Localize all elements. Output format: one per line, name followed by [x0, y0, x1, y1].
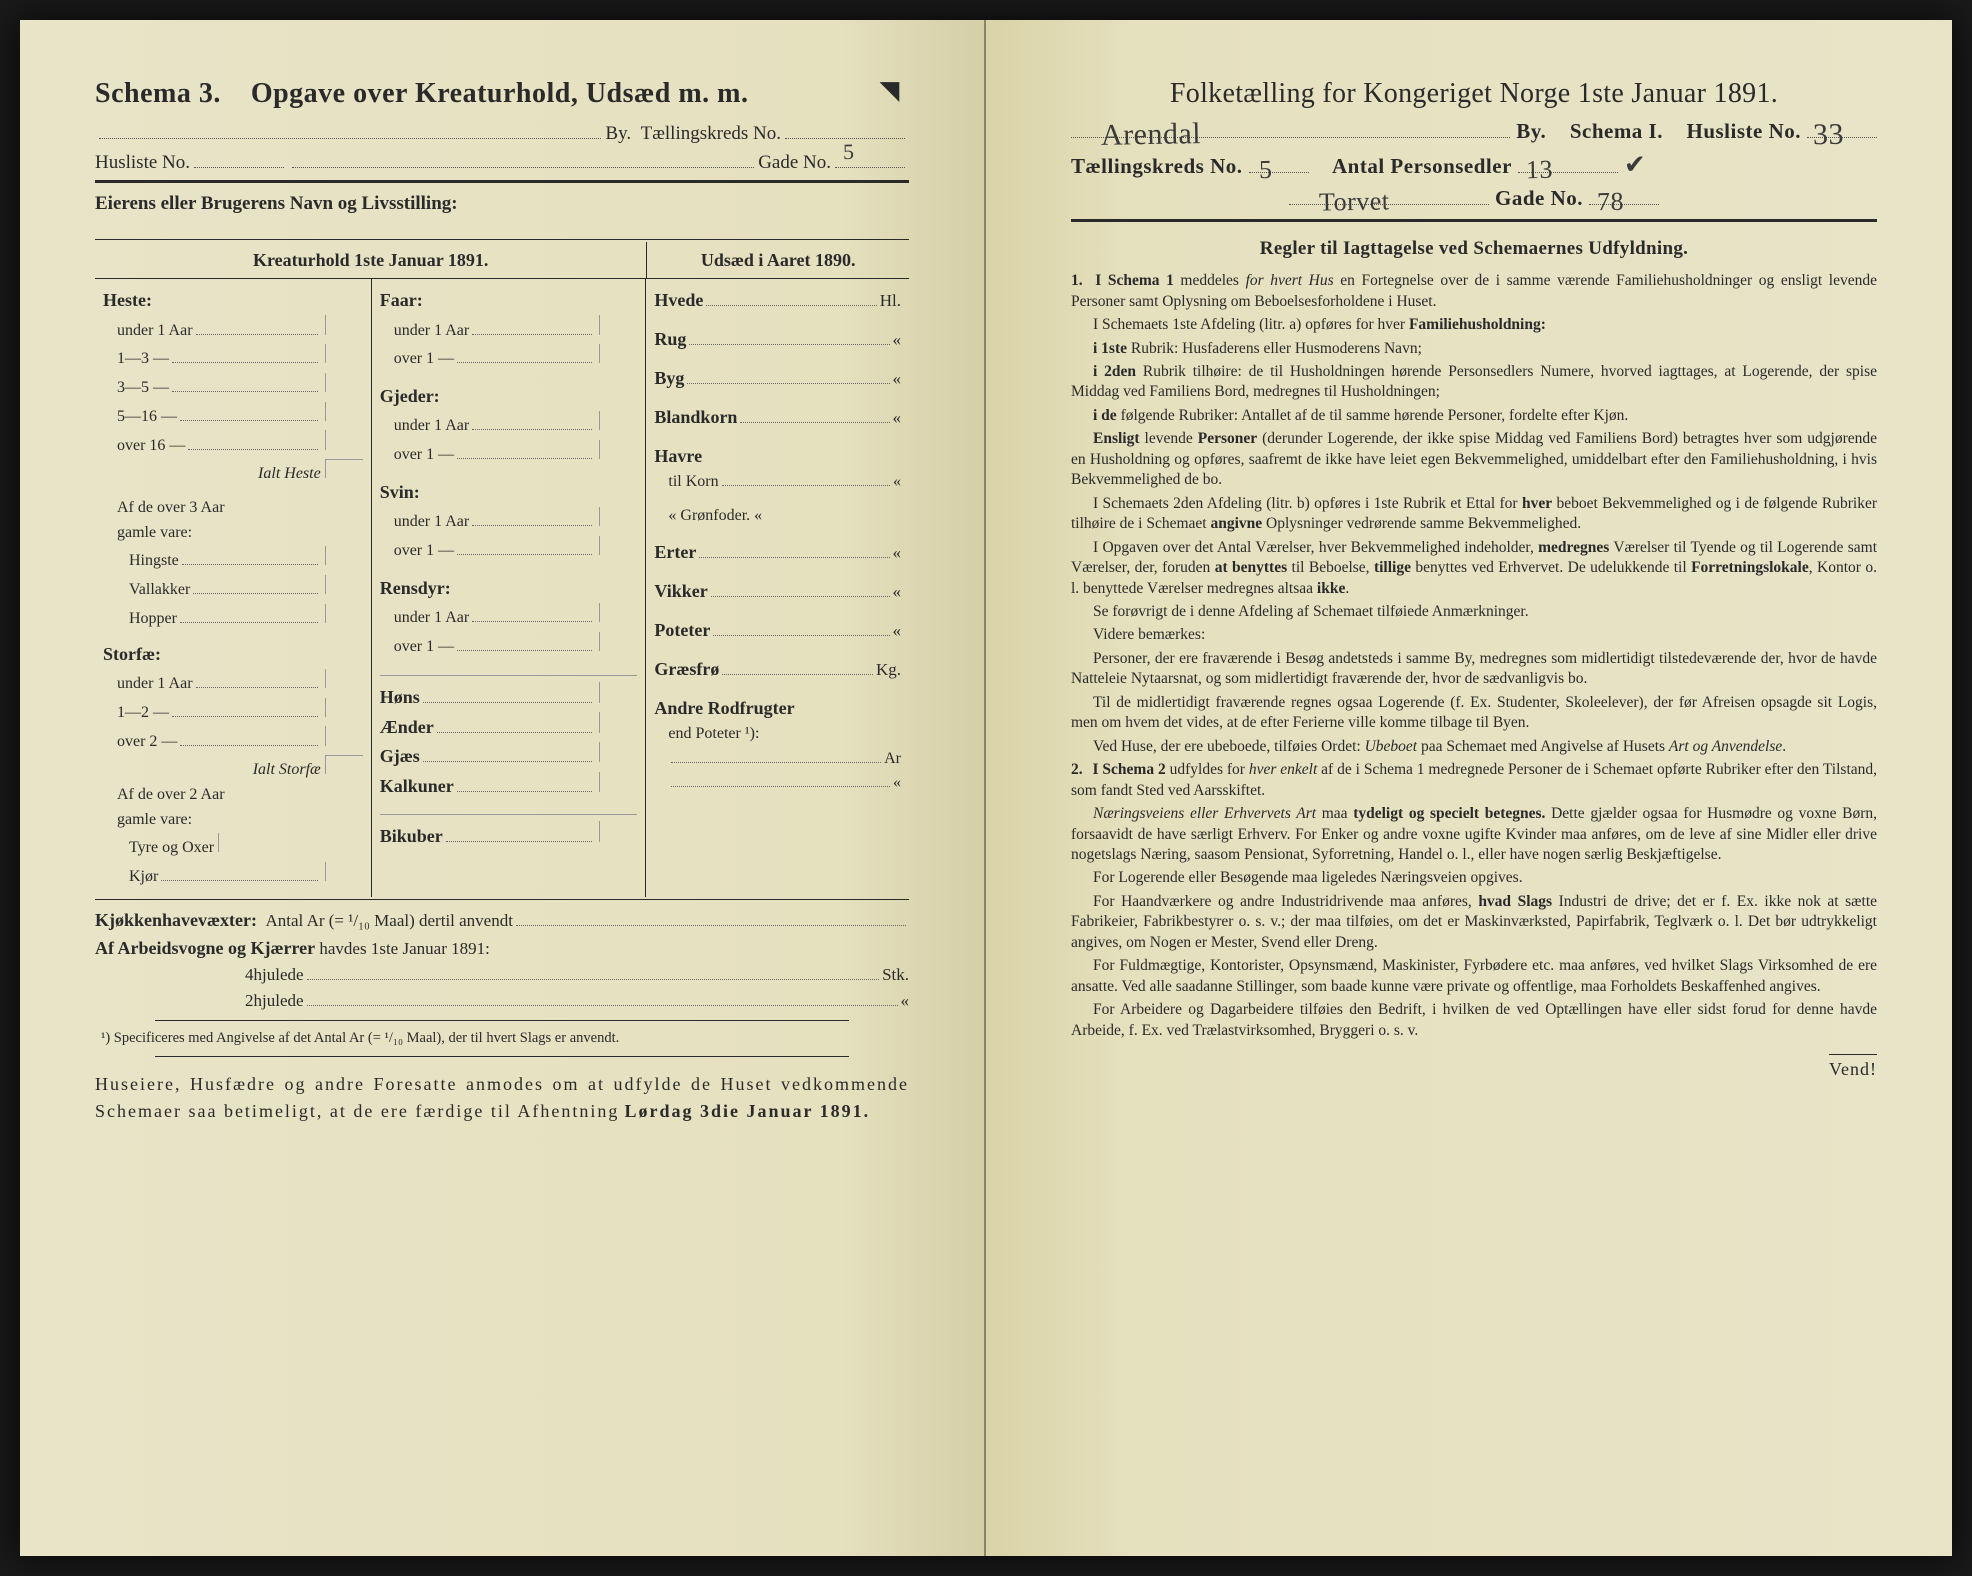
rule-paragraph: Næringsveiens eller Erhvervets Art maa t… [1071, 804, 1877, 865]
rule-paragraph: Ensligt levende Personer (derunder Loger… [1071, 429, 1877, 490]
tk-handwritten: 5 [1258, 152, 1272, 187]
corner-mark: ◥ [881, 75, 899, 107]
rule-paragraph: Ved Huse, der ere ubeboede, tilføies Ord… [1071, 737, 1877, 757]
rule-paragraph: I Schemaets 2den Afdeling (litr. b) opfø… [1071, 494, 1877, 535]
antal-handwritten: 13 [1526, 152, 1554, 188]
census-form-spread: ◥ Schema 3. Opgave over Kreaturhold, Uds… [20, 20, 1952, 1556]
rule-paragraph: i de følgende Rubriker: Antallet af de t… [1071, 406, 1877, 426]
rule-paragraph: Se forøvrigt de i denne Afdeling af Sche… [1071, 602, 1877, 622]
rule-paragraph: Videre bemærkes: [1071, 625, 1877, 645]
rule-paragraph: i 1ste Rubrik: Husfaderens eller Husmode… [1071, 339, 1877, 359]
col-b: Faar: under 1 Aar over 1 — Gjeder: under… [371, 279, 647, 897]
heste-label: Heste: [103, 288, 363, 312]
rules-heading: Regler til Iagttagelse ved Schemaernes U… [1071, 236, 1877, 262]
col-head-kreaturhold: Kreaturhold 1ste Januar 1891. [95, 242, 646, 279]
husliste-line: Husliste No. Gade No. 5 [95, 150, 909, 176]
footnote: ¹) Specificeres med Angivelse af det Ant… [95, 1029, 909, 1047]
left-title-text: Opgave over Kreaturhold, Udsæd m. m. [251, 78, 749, 109]
col-a: Heste: under 1 Aar 1—3 — 3—5 — 5—16 — ov… [95, 279, 371, 897]
checkmark-icon: ✔ [1624, 147, 1647, 182]
vend-label: Vend! [1829, 1054, 1877, 1081]
gadeno-handwritten: 78 [1597, 184, 1625, 220]
street-handwritten: Torvet [1319, 184, 1390, 220]
storfae-label: Storfæ: [103, 642, 363, 666]
col-c: HvedeHl. Rug« Byg« Blandkorn« Havre til … [646, 279, 909, 897]
main-table: Kreaturhold 1ste Januar 1891. Udsæd i Aa… [95, 242, 909, 897]
rule-paragraph: For Haandværkere og andre Industridriven… [1071, 892, 1877, 953]
by-line: By. Tællingskreds No. [95, 121, 909, 147]
rule-paragraph: For Arbeidere og Dagarbeidere tilføies d… [1071, 1000, 1877, 1041]
col-head-udsaed: Udsæd i Aaret 1890. [646, 242, 909, 279]
right-page: Folketælling for Kongeriget Norge 1ste J… [986, 20, 1952, 1556]
rule-paragraph: Til de midlertidigt fraværende regnes og… [1071, 693, 1877, 734]
rule-paragraph: Personer, der ere fraværende i Besøg and… [1071, 649, 1877, 690]
rule-paragraph: I Schemaets 1ste Afdeling (litr. a) opfø… [1071, 315, 1877, 335]
gade-row: Torvet Gade No. 78 [1071, 184, 1877, 212]
left-title: Schema 3. Opgave over Kreaturhold, Udsæd… [95, 75, 909, 113]
rule-paragraph: 2. I Schema 2 udfyldes for hver enkelt a… [1071, 760, 1877, 801]
rule-paragraph: 1. I Schema 1 meddeles for hvert Hus en … [1071, 271, 1877, 312]
right-title: Folketælling for Kongeriget Norge 1ste J… [1071, 75, 1877, 113]
schema-number: Schema 3. [95, 78, 221, 109]
rule-paragraph: I Opgaven over det Antal Værelser, hver … [1071, 538, 1877, 599]
husliste-handwritten: 33 [1813, 115, 1845, 156]
rule-paragraph: For Fuldmægtige, Kontorister, Opsynsmænd… [1071, 956, 1877, 997]
gade-handwritten: 5 [843, 137, 855, 167]
city-row: Arendal By. Schema I. Husliste No. 33 [1071, 117, 1877, 145]
left-page: ◥ Schema 3. Opgave over Kreaturhold, Uds… [20, 20, 986, 1556]
closing-paragraph: Huseiere, Husfædre og andre Foresatte an… [95, 1071, 909, 1125]
rule-paragraph: i 2den Rubrik tilhøire: de til Husholdni… [1071, 362, 1877, 403]
rules-body: 1. I Schema 1 meddeles for hvert Hus en … [1071, 271, 1877, 1041]
city-handwritten: Arendal [1101, 114, 1202, 156]
owner-label: Eierens eller Brugerens Navn og Livsstil… [95, 191, 909, 217]
rule-paragraph: For Logerende eller Besøgende maa ligele… [1071, 868, 1877, 888]
